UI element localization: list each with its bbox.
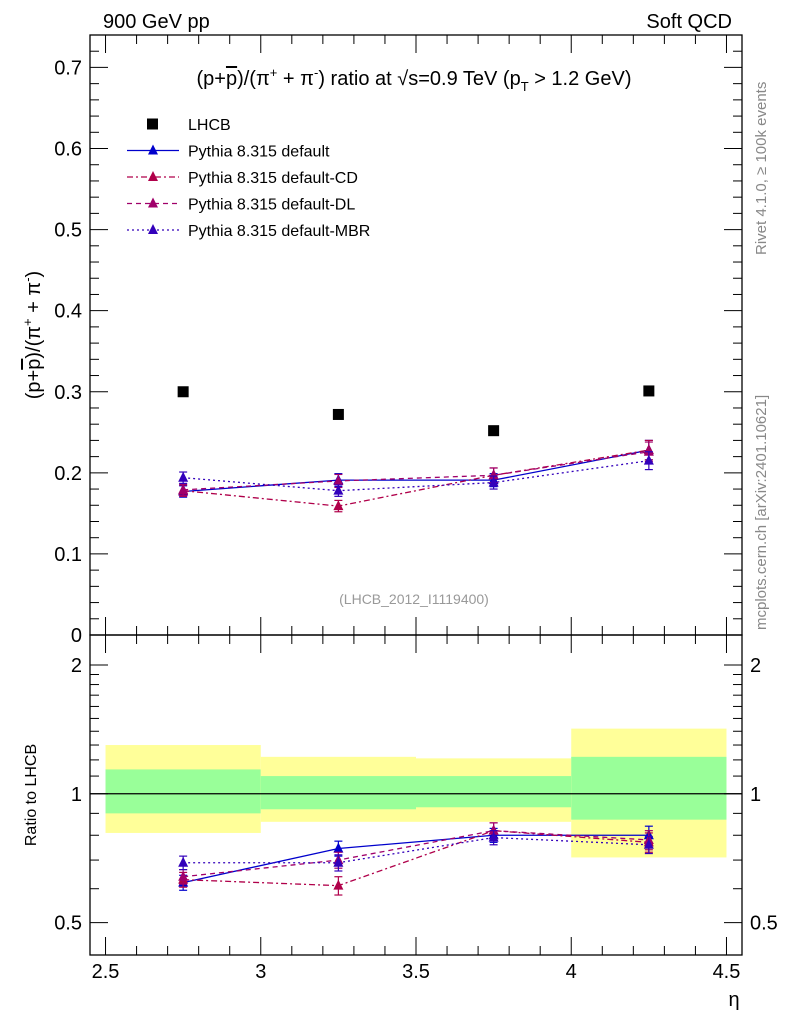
xaxis-label: η <box>728 989 739 1011</box>
main-ytick-label: 0.1 <box>54 544 82 566</box>
uncertainty-band-inner <box>105 769 261 814</box>
legend-marker-pythia-8-315-default <box>148 144 158 155</box>
plot-title: (p+p)/(π+ + π-) ratio at √s=0.9 TeV (pT … <box>197 65 632 94</box>
pythia-8-315-default-mbr-point <box>643 454 654 465</box>
xtick-label: 3 <box>255 961 266 983</box>
analysis-watermark: (LHCB_2012_I1119400) <box>339 591 489 607</box>
pythia-8-315-default-cd-point <box>333 879 344 890</box>
ratio-ytick-label-right: 0.5 <box>750 913 778 935</box>
legend-marker-pythia-8-315-default-mbr <box>148 224 158 234</box>
pythia-8-315-default-mbr-point <box>333 856 344 867</box>
ratio-panel: 0.5 0.5 1 1 2 2 2.5 3 3.5 4 4.5 Ratio to LHCB η <box>23 634 778 1011</box>
pythia-8-315-default-dl-line <box>183 830 649 878</box>
lhcb-data-point <box>177 386 189 398</box>
xtick-label: 2.5 <box>92 961 120 983</box>
xtick-label: 3.5 <box>402 961 430 983</box>
pythia-8-315-default-mbr-point <box>488 831 499 842</box>
main-ytick-label: 0 <box>71 625 82 647</box>
xtick-label: 4 <box>566 961 577 983</box>
header-right: Soft QCD <box>646 11 732 33</box>
pythia-8-315-default-dl-point <box>488 469 499 480</box>
legend: LHCB Pythia 8.315 default Pythia 8.315 def… <box>127 117 370 240</box>
pythia-8-315-default-mbr-point <box>178 856 189 867</box>
main-ticks: 0 0.1 0.2 0.3 0.4 0.5 0.6 0.7 <box>54 35 742 647</box>
pythia-8-315-default-mbr-point <box>643 838 654 849</box>
main-ytick-label: 0.2 <box>54 463 82 485</box>
pythia-8-315-default-line <box>183 449 649 493</box>
main-series <box>177 385 655 513</box>
legend-label-lhcb: LHCB <box>188 117 231 134</box>
pythia-8-315-default-dl-point <box>178 483 189 494</box>
pythia-8-315-default-cd-line <box>183 830 649 887</box>
main-panel: 0 0.1 0.2 0.3 0.4 0.5 0.6 0.7 (p+p)/(π+ + π-) r… <box>20 34 743 647</box>
legend-marker-pythia-8-315-default-dl <box>148 197 158 208</box>
uncertainty-band-inner <box>416 776 572 808</box>
ratio-ytick-label-right: 2 <box>750 655 761 677</box>
pythia-8-315-default-dl-line <box>183 451 649 491</box>
pythia-8-315-default-dl-point <box>178 870 189 881</box>
ratio-ytick-label-right: 1 <box>750 784 761 806</box>
lhcb-data-point <box>332 408 344 420</box>
pythia-8-315-default-dl-point <box>333 474 344 485</box>
main-ytick-label: 0.7 <box>54 57 82 79</box>
rivet-label: Rivet 4.1.0, ≥ 100k events <box>753 82 770 255</box>
pythia-8-315-default-cd-point <box>333 500 344 511</box>
plot-title-text: (p+ <box>197 68 226 90</box>
pythia-8-315-default-point <box>333 842 344 853</box>
pythia-8-315-default-dl-point <box>643 445 654 456</box>
pythia-8-315-default-cd-line <box>183 449 649 507</box>
uncertainty-band-inner <box>571 756 727 820</box>
main-ytick-label: 0.4 <box>54 301 82 323</box>
ratio-bands <box>90 728 742 858</box>
ratio-ylabel: Ratio to LHCB <box>23 744 40 846</box>
main-ytick-label: 0.5 <box>54 220 82 242</box>
header-left: 900 GeV pp <box>103 11 210 33</box>
lhcb-data-point <box>643 385 655 397</box>
legend-label-pythia-8-315-default-dl: Pythia 8.315 default-DL <box>188 197 355 214</box>
uncertainty-band-inner <box>260 776 416 810</box>
xtick-label: 4.5 <box>713 961 741 983</box>
ratio-ytick-label: 0.5 <box>54 913 82 935</box>
pythia-8-315-default-mbr-line <box>183 836 649 864</box>
main-ytick-label: 0.6 <box>54 139 82 161</box>
legend-label-pythia-8-315-default-mbr: Pythia 8.315 default-MBR <box>188 223 370 240</box>
legend-marker-lhcb <box>147 118 158 130</box>
legend-label-pythia-8-315-default-cd: Pythia 8.315 default-CD <box>188 170 358 187</box>
ratio-ytick-label: 2 <box>71 655 82 677</box>
pythia-8-315-default-dl-point <box>488 824 499 835</box>
legend-marker-pythia-8-315-default-cd <box>148 171 158 181</box>
main-ytick-label: 0.3 <box>54 382 82 404</box>
ratio-series <box>178 822 654 896</box>
main-ylabel: (p+p)/(π+ + π-) <box>20 271 45 399</box>
pythia-8-315-default-mbr-point <box>333 484 344 495</box>
lhcb-data-point <box>488 425 500 437</box>
pythia-8-315-default-mbr-point <box>178 471 189 482</box>
ratio-ytick-label: 1 <box>71 784 82 806</box>
ratio-ticks: 0.5 0.5 1 1 2 2 2.5 3 3.5 4 4.5 <box>54 635 778 983</box>
pythia-8-315-default-mbr-point <box>488 476 499 487</box>
mcplots-label: mcplots.cern.ch [arXiv:2401.10621] <box>753 395 770 630</box>
legend-label-pythia-8-315-default: Pythia 8.315 default <box>188 144 330 161</box>
